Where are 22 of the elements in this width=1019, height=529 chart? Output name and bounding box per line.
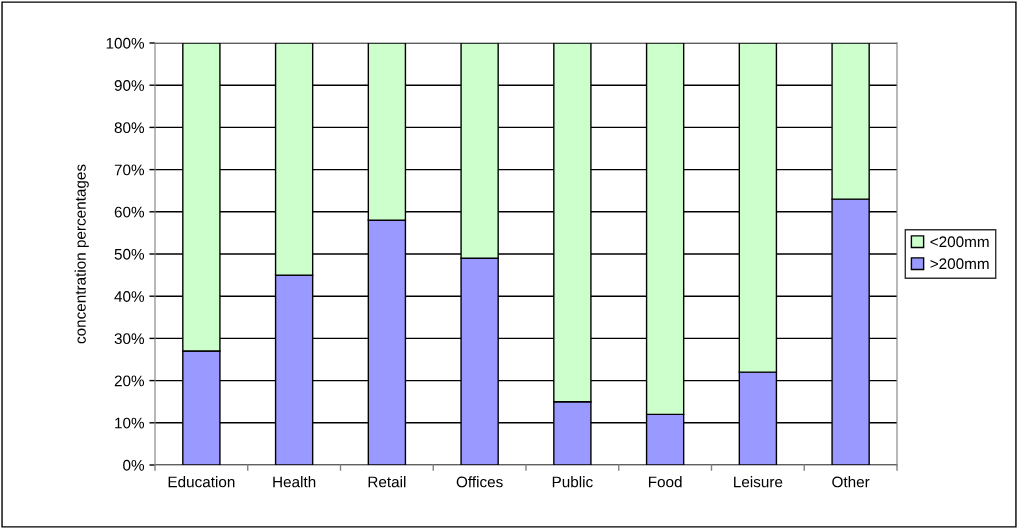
legend-label: <200mm (930, 236, 989, 248)
x-tick-label: Other (832, 476, 870, 488)
y-tick-label: 70% (114, 164, 145, 176)
x-tick-label: Offices (456, 476, 503, 488)
y-tick-label: 100% (106, 37, 145, 49)
x-tick-label: Food (648, 476, 682, 488)
y-tick-label: 30% (114, 333, 145, 345)
y-tick-label: 60% (114, 206, 145, 218)
y-axis-title: concentration percentages (74, 164, 89, 344)
y-tick-label: 90% (114, 80, 145, 91)
y-tick-label: 10% (115, 417, 145, 429)
x-tick-label: Retail (368, 476, 406, 488)
y-tick-label: 40% (114, 291, 145, 302)
y-tick-label: 80% (114, 122, 145, 134)
y-tick-label: 0% (123, 459, 145, 471)
y-tick-label: 50% (114, 248, 145, 260)
legend-label: >200mm (930, 258, 989, 270)
x-tick-label: Leisure (734, 476, 783, 488)
x-tick-label: Health (273, 476, 316, 488)
x-tick-label: Public (552, 476, 593, 488)
y-tick-label: 20% (114, 375, 145, 387)
x-tick-label: Education (168, 476, 235, 488)
